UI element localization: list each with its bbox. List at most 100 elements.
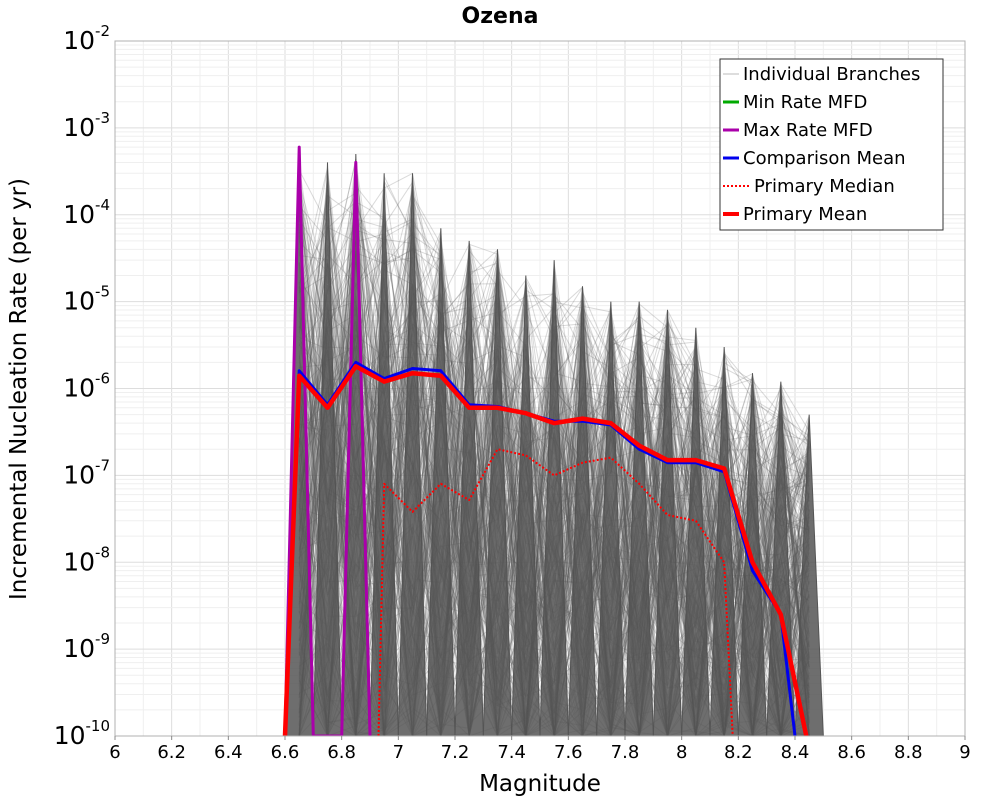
branch-line — [298, 278, 810, 736]
branch-line — [298, 180, 810, 724]
x-tick-label: 7.8 — [611, 742, 640, 763]
branch-line — [298, 194, 810, 736]
y-tick-label: 10-5 — [63, 283, 110, 316]
branch-line — [298, 312, 810, 736]
branch-line — [298, 291, 810, 698]
branch-line — [298, 277, 810, 736]
branch-line — [298, 175, 810, 736]
branch-line — [299, 249, 810, 696]
branch-spike — [794, 414, 824, 736]
branch-line — [298, 317, 810, 736]
branch-line — [298, 308, 810, 690]
branch-line — [298, 308, 810, 733]
branch-line — [298, 387, 810, 736]
branch-line — [298, 220, 810, 736]
branch-line — [298, 387, 810, 736]
branch-line — [298, 250, 810, 736]
branch-line — [298, 279, 810, 736]
branch-line — [299, 232, 810, 736]
branch-line — [298, 228, 810, 736]
y-tick-label: 10-9 — [63, 630, 110, 663]
x-tick-label: 6.6 — [271, 742, 300, 763]
branch-line — [298, 306, 810, 736]
legend: Individual Branches Min Rate MFD Max Rate … — [719, 58, 944, 231]
grid — [114, 41, 966, 737]
branch-line — [298, 195, 810, 661]
branch-line — [298, 199, 810, 736]
branch-line — [298, 186, 810, 736]
x-tick-label: 8.4 — [781, 742, 810, 763]
branch-line — [298, 204, 810, 736]
branch-line — [298, 206, 810, 724]
branch-line — [298, 344, 810, 736]
branch-line — [298, 258, 810, 736]
branch-spike — [596, 301, 626, 736]
branch-line — [298, 263, 810, 736]
branch-line — [298, 300, 810, 736]
branch-line — [298, 261, 810, 736]
branch-spike — [397, 173, 428, 736]
branch-line — [298, 317, 810, 736]
branch-line — [298, 203, 810, 736]
branch-line — [298, 235, 810, 736]
branch-line — [298, 201, 810, 736]
branch-line — [298, 360, 810, 736]
branch-line — [298, 203, 810, 736]
y-axis-ticks: 10-10 10-9 10-8 10-7 10-6 10-5 10-4 10-3 10-2 — [54, 22, 110, 750]
branch-line — [298, 257, 810, 736]
branch-line — [298, 216, 810, 736]
branch-line — [298, 284, 810, 736]
branch-line — [298, 291, 810, 736]
branch-line — [298, 320, 810, 736]
branch-line — [298, 195, 810, 736]
branch-line — [298, 267, 810, 736]
branch-line — [298, 226, 810, 736]
branch-line — [298, 276, 810, 736]
branch-line — [298, 174, 810, 736]
branch-line — [298, 181, 810, 736]
branch-line — [298, 311, 810, 736]
branch-line — [298, 181, 810, 736]
branch-line — [298, 192, 810, 736]
branch-line — [298, 269, 810, 736]
branch-spike — [482, 249, 513, 736]
branch-line — [298, 244, 810, 736]
branch-spike — [369, 173, 399, 736]
branch-line — [298, 249, 810, 736]
legend-label: Max Rate MFD — [743, 120, 873, 141]
branch-line — [298, 223, 810, 736]
branch-line — [298, 254, 810, 736]
x-tick-label: 9 — [959, 742, 970, 763]
plot-frame — [114, 40, 966, 737]
branch-line — [298, 349, 810, 736]
branch-line — [298, 218, 810, 718]
legend-label: Primary Mean — [743, 204, 867, 225]
branch-line — [298, 164, 810, 736]
branch-line — [298, 215, 810, 736]
branch-spike — [652, 310, 683, 736]
branch-line — [298, 172, 810, 736]
branch-line — [298, 205, 810, 706]
branch-line — [298, 181, 810, 736]
branch-line — [298, 167, 810, 736]
branch-line — [299, 285, 810, 736]
x-tick-label: 6 — [109, 742, 120, 763]
branch-line — [298, 313, 810, 736]
branch-line — [298, 288, 810, 736]
branch-spike — [709, 347, 739, 736]
branch-line — [298, 251, 810, 736]
branch-line — [298, 193, 810, 736]
y-axis-label: Incremental Nucleation Rate (per yr) — [6, 178, 32, 600]
branch-line — [298, 218, 810, 736]
y-tick-label: 10-3 — [63, 109, 110, 142]
branch-line — [298, 259, 810, 736]
branch-line — [298, 324, 810, 736]
branch-line — [298, 184, 810, 706]
branch-line — [298, 373, 810, 736]
branch-line — [298, 270, 810, 736]
branch-line — [298, 231, 810, 736]
branch-line — [298, 253, 810, 734]
branch-line — [298, 240, 810, 733]
branch-line — [298, 236, 810, 698]
branch-line — [298, 286, 810, 736]
